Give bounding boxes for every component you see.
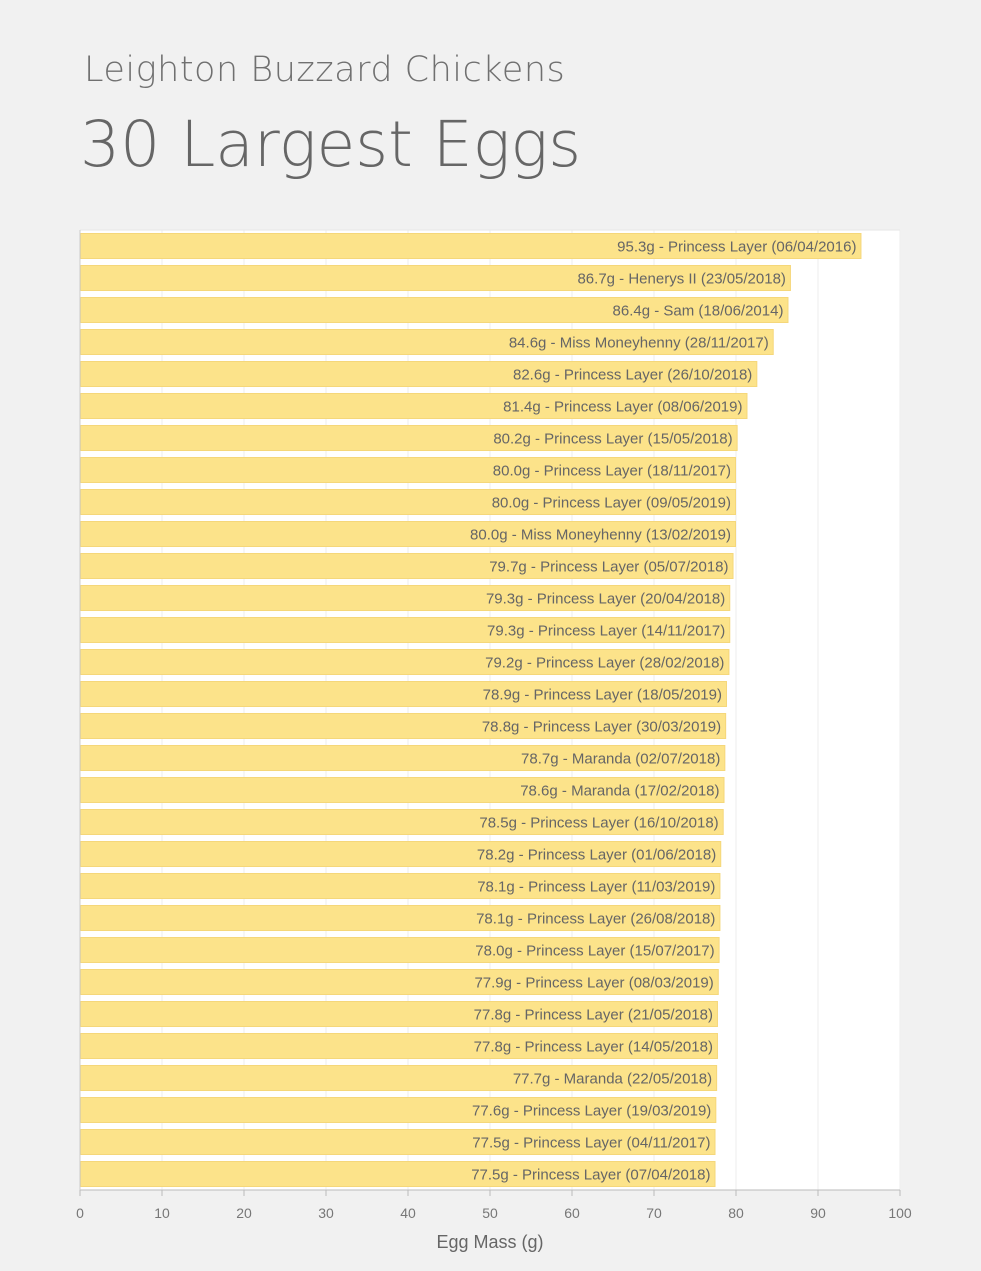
bar: [80, 457, 736, 483]
bar-label: 78.2g - Princess Layer (01/06/2018): [477, 847, 716, 864]
bar: [80, 425, 738, 451]
chart-title: 30 Largest Eggs: [80, 108, 582, 181]
bar: [80, 233, 862, 259]
x-axis-title: Egg Mass (g): [436, 1232, 543, 1252]
bar-label: 79.3g - Princess Layer (20/04/2018): [486, 591, 725, 608]
x-axis: 0 10 20 30 40 50 60 70 80 90 100: [76, 230, 912, 1221]
bar: [80, 489, 736, 515]
bar-labels: 95.3g - Princess Layer (06/04/2016) 86.7g…: [470, 239, 856, 1184]
bar-label: 80.0g - Princess Layer (09/05/2019): [492, 495, 731, 512]
bar-label: 78.8g - Princess Layer (30/03/2019): [482, 719, 721, 736]
x-tick-label: 40: [400, 1205, 416, 1221]
bar-label: 82.6g - Princess Layer (26/10/2018): [513, 367, 752, 384]
bar-label: 79.3g - Princess Layer (14/11/2017): [487, 623, 725, 640]
bar-label: 86.7g - Henerys II (23/05/2018): [577, 271, 785, 288]
x-tick-label: 80: [728, 1205, 744, 1221]
bar-label: 80.2g - Princess Layer (15/05/2018): [493, 431, 732, 448]
bar: [80, 809, 724, 835]
bar-label: 77.8g - Princess Layer (21/05/2018): [474, 1007, 713, 1024]
bar: [80, 681, 727, 707]
x-tick-label: 10: [154, 1205, 170, 1221]
bar: [80, 777, 725, 803]
x-tick-label: 90: [810, 1205, 826, 1221]
bar-label: 78.5g - Princess Layer (16/10/2018): [479, 815, 718, 832]
bar-label: 80.0g - Princess Layer (18/11/2017): [493, 463, 731, 480]
bar-label: 77.8g - Princess Layer (14/05/2018): [474, 1039, 713, 1056]
bar: [80, 1161, 716, 1187]
chart-subtitle: Leighton Buzzard Chickens: [84, 50, 566, 90]
bar: [80, 873, 721, 899]
x-tick-label: 70: [646, 1205, 662, 1221]
bar-label: 78.9g - Princess Layer (18/05/2019): [483, 687, 722, 704]
bar-label: 78.7g - Maranda (02/07/2018): [521, 751, 720, 768]
bar-label: 78.1g - Princess Layer (26/08/2018): [476, 911, 715, 928]
x-tick-label: 50: [482, 1205, 498, 1221]
bar: [80, 329, 774, 355]
bar: [80, 905, 721, 931]
bar-label: 78.6g - Maranda (17/02/2018): [520, 783, 719, 800]
bar: [80, 1129, 716, 1155]
bar: [80, 393, 748, 419]
bar: [80, 265, 791, 291]
x-tick-label: 20: [236, 1205, 252, 1221]
x-tick-label: 30: [318, 1205, 334, 1221]
bar-label: 77.5g - Princess Layer (04/11/2017): [472, 1135, 710, 1152]
bar: [80, 361, 758, 387]
bar: [80, 297, 789, 323]
x-tick-label: 0: [76, 1205, 84, 1221]
bar-label: 77.9g - Princess Layer (08/03/2019): [474, 975, 713, 992]
bar: [80, 585, 731, 611]
bar: [80, 713, 727, 739]
bar-label: 78.1g - Princess Layer (11/03/2019): [477, 879, 715, 896]
bar-label: 95.3g - Princess Layer (06/04/2016): [617, 239, 856, 256]
bar-label: 79.7g - Princess Layer (05/07/2018): [489, 559, 728, 576]
bar: [80, 617, 731, 643]
bar: [80, 969, 719, 995]
bar-label: 78.0g - Princess Layer (15/07/2017): [475, 943, 714, 960]
bars: [80, 233, 862, 1187]
bar-label: 81.4g - Princess Layer (08/06/2019): [503, 399, 742, 416]
bar-label: 86.4g - Sam (18/06/2014): [613, 303, 784, 320]
bar: [80, 841, 722, 867]
bar-label: 77.6g - Princess Layer (19/03/2019): [472, 1103, 711, 1120]
bar-label: 84.6g - Miss Moneyhenny (28/11/2017): [509, 335, 769, 352]
bar: [80, 1097, 717, 1123]
bar: [80, 1001, 718, 1027]
bar-label: 77.7g - Maranda (22/05/2018): [513, 1071, 712, 1088]
bar: [80, 521, 736, 547]
bar: [80, 649, 730, 675]
bar: [80, 1065, 718, 1091]
bar-label: 77.5g - Princess Layer (07/04/2018): [471, 1167, 710, 1184]
bar-label: 80.0g - Miss Moneyhenny (13/02/2019): [470, 527, 731, 544]
bar-label: 79.2g - Princess Layer (28/02/2018): [485, 655, 724, 672]
x-tick-label: 100: [888, 1205, 912, 1221]
bar: [80, 553, 734, 579]
grid-lines: [79, 229, 901, 1190]
x-tick-label: 60: [564, 1205, 580, 1221]
